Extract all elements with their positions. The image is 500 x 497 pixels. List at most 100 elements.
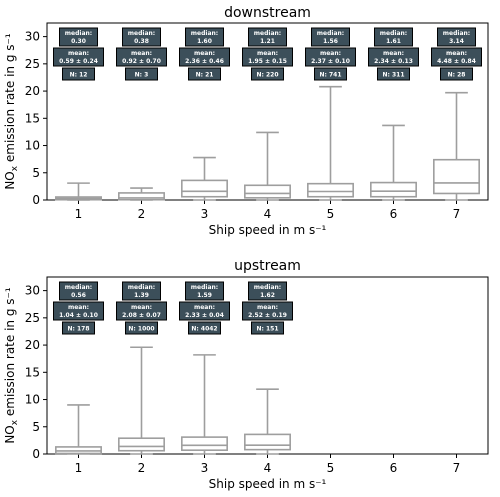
count-box bbox=[377, 67, 410, 81]
median-value: 0.38 bbox=[134, 38, 149, 45]
y-tick-label: 0 bbox=[32, 447, 40, 461]
x-axis-label: Ship speed in m s⁻¹ bbox=[209, 223, 327, 237]
mean-label: mean: bbox=[68, 50, 89, 57]
mean-label: mean: bbox=[257, 304, 278, 311]
count-value: N: 1000 bbox=[128, 326, 154, 333]
count-box bbox=[314, 67, 347, 81]
x-tick-label: 5 bbox=[327, 461, 335, 475]
median-value: 1.39 bbox=[134, 292, 149, 299]
count-box bbox=[251, 321, 284, 335]
box-category-1 bbox=[55, 182, 102, 201]
median-box bbox=[437, 27, 476, 47]
count-box bbox=[62, 67, 95, 81]
mean-label: mean: bbox=[68, 304, 89, 311]
mean-value: 2.37 ± 0.10 bbox=[311, 58, 350, 65]
count-box bbox=[125, 67, 158, 81]
y-tick-label: 25 bbox=[25, 57, 40, 71]
stat-annotation-6: median:1.61 mean:2.34 ± 0.13 N: 311 bbox=[368, 27, 419, 81]
median-box bbox=[311, 27, 350, 47]
box-category-1 bbox=[55, 404, 102, 455]
median-value: 1.60 bbox=[197, 38, 212, 45]
median-value: 1.21 bbox=[260, 38, 275, 45]
y-tick-label: 10 bbox=[25, 139, 40, 153]
median-value: 0.56 bbox=[71, 292, 86, 299]
median-box bbox=[248, 281, 287, 301]
y-axis-label-subscript: x bbox=[10, 165, 20, 171]
mean-label: mean: bbox=[131, 304, 152, 311]
count-box bbox=[62, 321, 95, 335]
box-iqr bbox=[370, 181, 417, 198]
panel-downstream: downstream 0 5 10 15 20 25 30 1 2 3 4 5 6 7 Ship speed … bbox=[3, 5, 489, 237]
median-box bbox=[122, 281, 161, 301]
median-label: median: bbox=[65, 30, 92, 37]
y-tick-label: 15 bbox=[25, 111, 40, 125]
count-box bbox=[440, 67, 473, 81]
median-box bbox=[374, 27, 413, 47]
x-tick-label: 5 bbox=[327, 207, 335, 221]
x-tick-label: 4 bbox=[264, 461, 272, 475]
mean-box bbox=[53, 301, 104, 321]
median-label: median: bbox=[254, 284, 281, 291]
box-iqr bbox=[181, 179, 228, 198]
mean-box bbox=[242, 301, 293, 321]
stat-annotation-3: median:1.59 mean:2.33 ± 0.04 N: 4042 bbox=[179, 281, 230, 335]
x-tick-label: 6 bbox=[390, 461, 398, 475]
median-value: 3.14 bbox=[449, 38, 464, 45]
mean-label: mean: bbox=[194, 50, 215, 57]
mean-label: mean: bbox=[131, 50, 152, 57]
median-label: median: bbox=[254, 30, 281, 37]
mean-value: 0.92 ± 0.70 bbox=[122, 58, 161, 65]
y-axis-label-rest: emission rate in g s⁻¹ bbox=[3, 33, 17, 166]
mean-value: 0.59 ± 0.24 bbox=[59, 58, 98, 65]
median-label: median: bbox=[191, 30, 218, 37]
median-value: 1.56 bbox=[323, 38, 338, 45]
median-box bbox=[59, 27, 98, 47]
mean-box bbox=[431, 47, 482, 67]
mean-value: 4.48 ± 0.84 bbox=[437, 58, 476, 65]
count-value: N: 178 bbox=[67, 326, 89, 333]
count-value: N: 4042 bbox=[191, 326, 217, 333]
stat-annotation-4: median:1.62 mean:2.52 ± 0.19 N: 151 bbox=[242, 281, 293, 335]
stat-annotation-5: median:1.56 mean:2.37 ± 0.10 N: 741 bbox=[305, 27, 356, 81]
box-category-6 bbox=[370, 124, 417, 201]
x-tick-label: 6 bbox=[390, 207, 398, 221]
mean-label: mean: bbox=[320, 50, 341, 57]
box-category-5 bbox=[307, 85, 354, 201]
mean-value: 2.34 ± 0.13 bbox=[374, 58, 413, 65]
x-tick-label: 7 bbox=[453, 207, 461, 221]
mean-label: mean: bbox=[257, 50, 278, 57]
x-axis-label: Ship speed in m s⁻¹ bbox=[209, 477, 327, 491]
mean-box bbox=[179, 47, 230, 67]
mean-label: mean: bbox=[383, 50, 404, 57]
median-box bbox=[185, 27, 224, 47]
mean-value: 2.33 ± 0.04 bbox=[185, 312, 224, 319]
y-tick-label: 30 bbox=[25, 30, 40, 44]
x-tick-label: 1 bbox=[75, 461, 83, 475]
mean-box bbox=[242, 47, 293, 67]
y-tick-label: 5 bbox=[32, 166, 40, 180]
y-tick-label: 10 bbox=[25, 393, 40, 407]
x-tick-label: 2 bbox=[138, 461, 146, 475]
y-tick-label: 0 bbox=[32, 193, 40, 207]
box-iqr bbox=[118, 192, 165, 201]
stat-annotation-3: median:1.60 mean:2.36 ± 0.46 N: 21 bbox=[179, 27, 230, 81]
median-label: median: bbox=[128, 284, 155, 291]
stat-annotation-1: median:0.30 mean:0.59 ± 0.24 N: 12 bbox=[53, 27, 104, 81]
mean-box bbox=[368, 47, 419, 67]
median-label: median: bbox=[128, 30, 155, 37]
mean-value: 2.36 ± 0.46 bbox=[185, 58, 224, 65]
chart-title: upstream bbox=[234, 258, 301, 274]
mean-value: 2.52 ± 0.19 bbox=[248, 312, 287, 319]
y-tick-label: 25 bbox=[25, 311, 40, 325]
stat-annotation-2: median:0.38 mean:0.92 ± 0.70 N: 3 bbox=[116, 27, 167, 81]
median-value: 0.30 bbox=[71, 38, 86, 45]
median-box bbox=[185, 281, 224, 301]
x-tick-label: 4 bbox=[264, 207, 272, 221]
box-category-3 bbox=[181, 156, 228, 201]
mean-label: mean: bbox=[446, 50, 467, 57]
box-category-7 bbox=[433, 91, 480, 201]
median-label: median: bbox=[317, 30, 344, 37]
y-axis-label: NOx emission rate in g s⁻¹ bbox=[3, 33, 20, 190]
stat-annotation-1: median:0.56 mean:1.04 ± 0.10 N: 178 bbox=[53, 281, 104, 335]
